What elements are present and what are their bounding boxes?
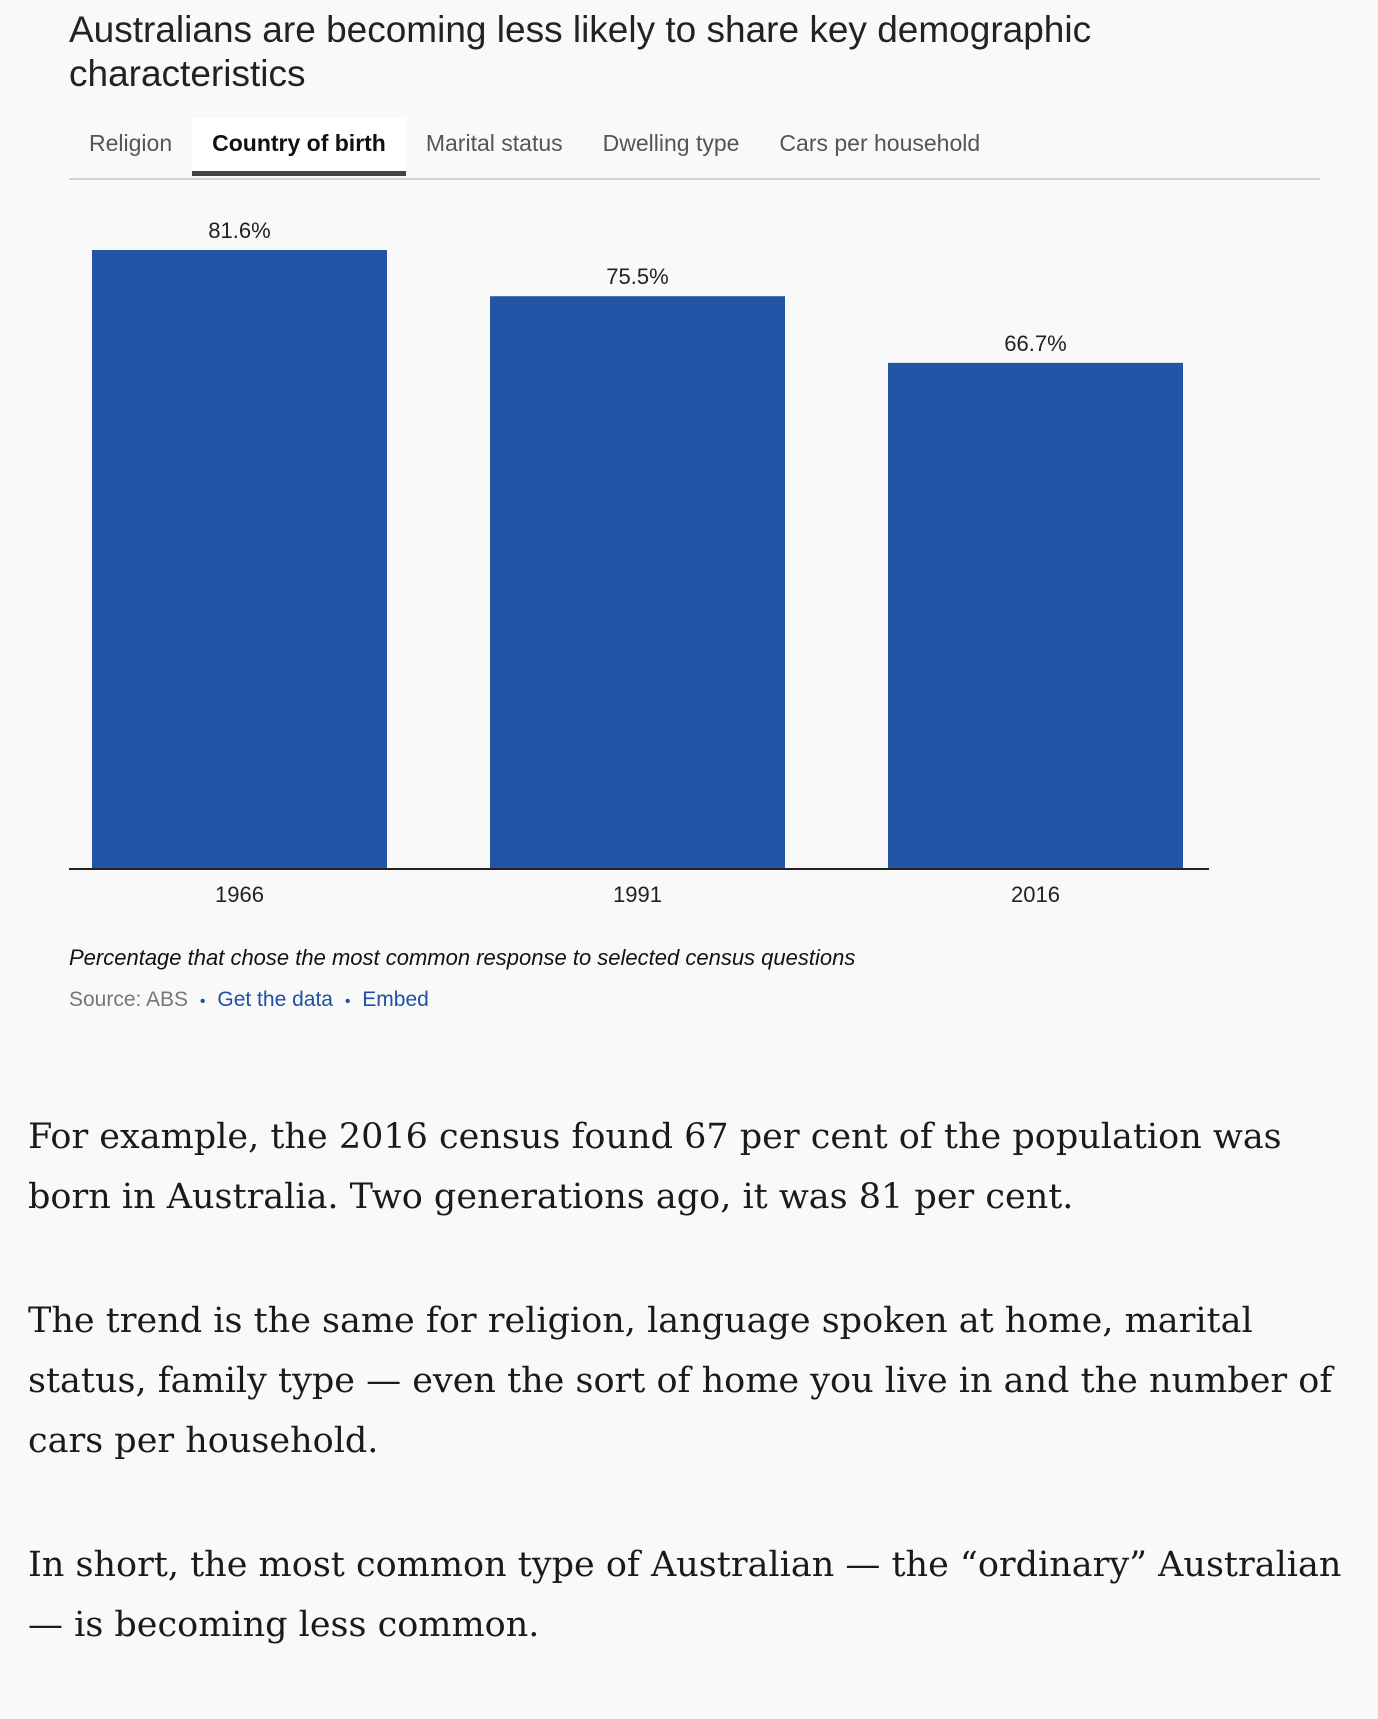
tab-religion[interactable]: Religion bbox=[89, 130, 173, 156]
tab-marital-status[interactable]: Marital status bbox=[425, 130, 563, 156]
bar-1966 bbox=[92, 250, 387, 868]
chart-title: Australians are becoming less likely to … bbox=[69, 9, 1092, 94]
data-label-1991: 75.5% bbox=[606, 264, 668, 289]
tab-cars-per-household[interactable]: Cars per household bbox=[779, 130, 981, 156]
chart-tabs: Religion Country of birth Marital status… bbox=[69, 118, 1320, 180]
x-tick-label-1991: 1991 bbox=[613, 882, 662, 907]
chart-caption: Percentage that chose the most common re… bbox=[69, 945, 856, 970]
article-body: For example, the 2016 census found 67 pe… bbox=[28, 1107, 1358, 1719]
separator-dot: • bbox=[344, 993, 351, 1010]
data-label-1966: 81.6% bbox=[208, 218, 270, 243]
bar-2016 bbox=[888, 362, 1183, 868]
tab-dwelling-type[interactable]: Dwelling type bbox=[602, 130, 740, 156]
data-label-2016: 66.7% bbox=[1004, 331, 1066, 356]
embed-link[interactable]: Embed bbox=[362, 988, 429, 1011]
x-tick-label-2016: 2016 bbox=[1011, 882, 1060, 907]
separator-dot: • bbox=[199, 993, 206, 1010]
get-the-data-link[interactable]: Get the data bbox=[217, 988, 333, 1011]
article-paragraph: In short, the most common type of Austra… bbox=[28, 1545, 1342, 1645]
article-paragraph: For example, the 2016 census found 67 pe… bbox=[28, 1117, 1282, 1217]
bar-chart: 81.6% 1966 75.5% 1991 66.7% 2016 bbox=[69, 218, 1209, 907]
x-tick-label-1966: 1966 bbox=[215, 882, 264, 907]
tab-country-of-birth[interactable]: Country of birth bbox=[192, 118, 406, 176]
source-label: Source: ABS bbox=[69, 988, 189, 1011]
article-paragraph: The trend is the same for religion, lang… bbox=[28, 1301, 1333, 1461]
bar-1991 bbox=[490, 296, 785, 868]
source-line: Source: ABS • Get the data • Embed bbox=[69, 988, 429, 1012]
